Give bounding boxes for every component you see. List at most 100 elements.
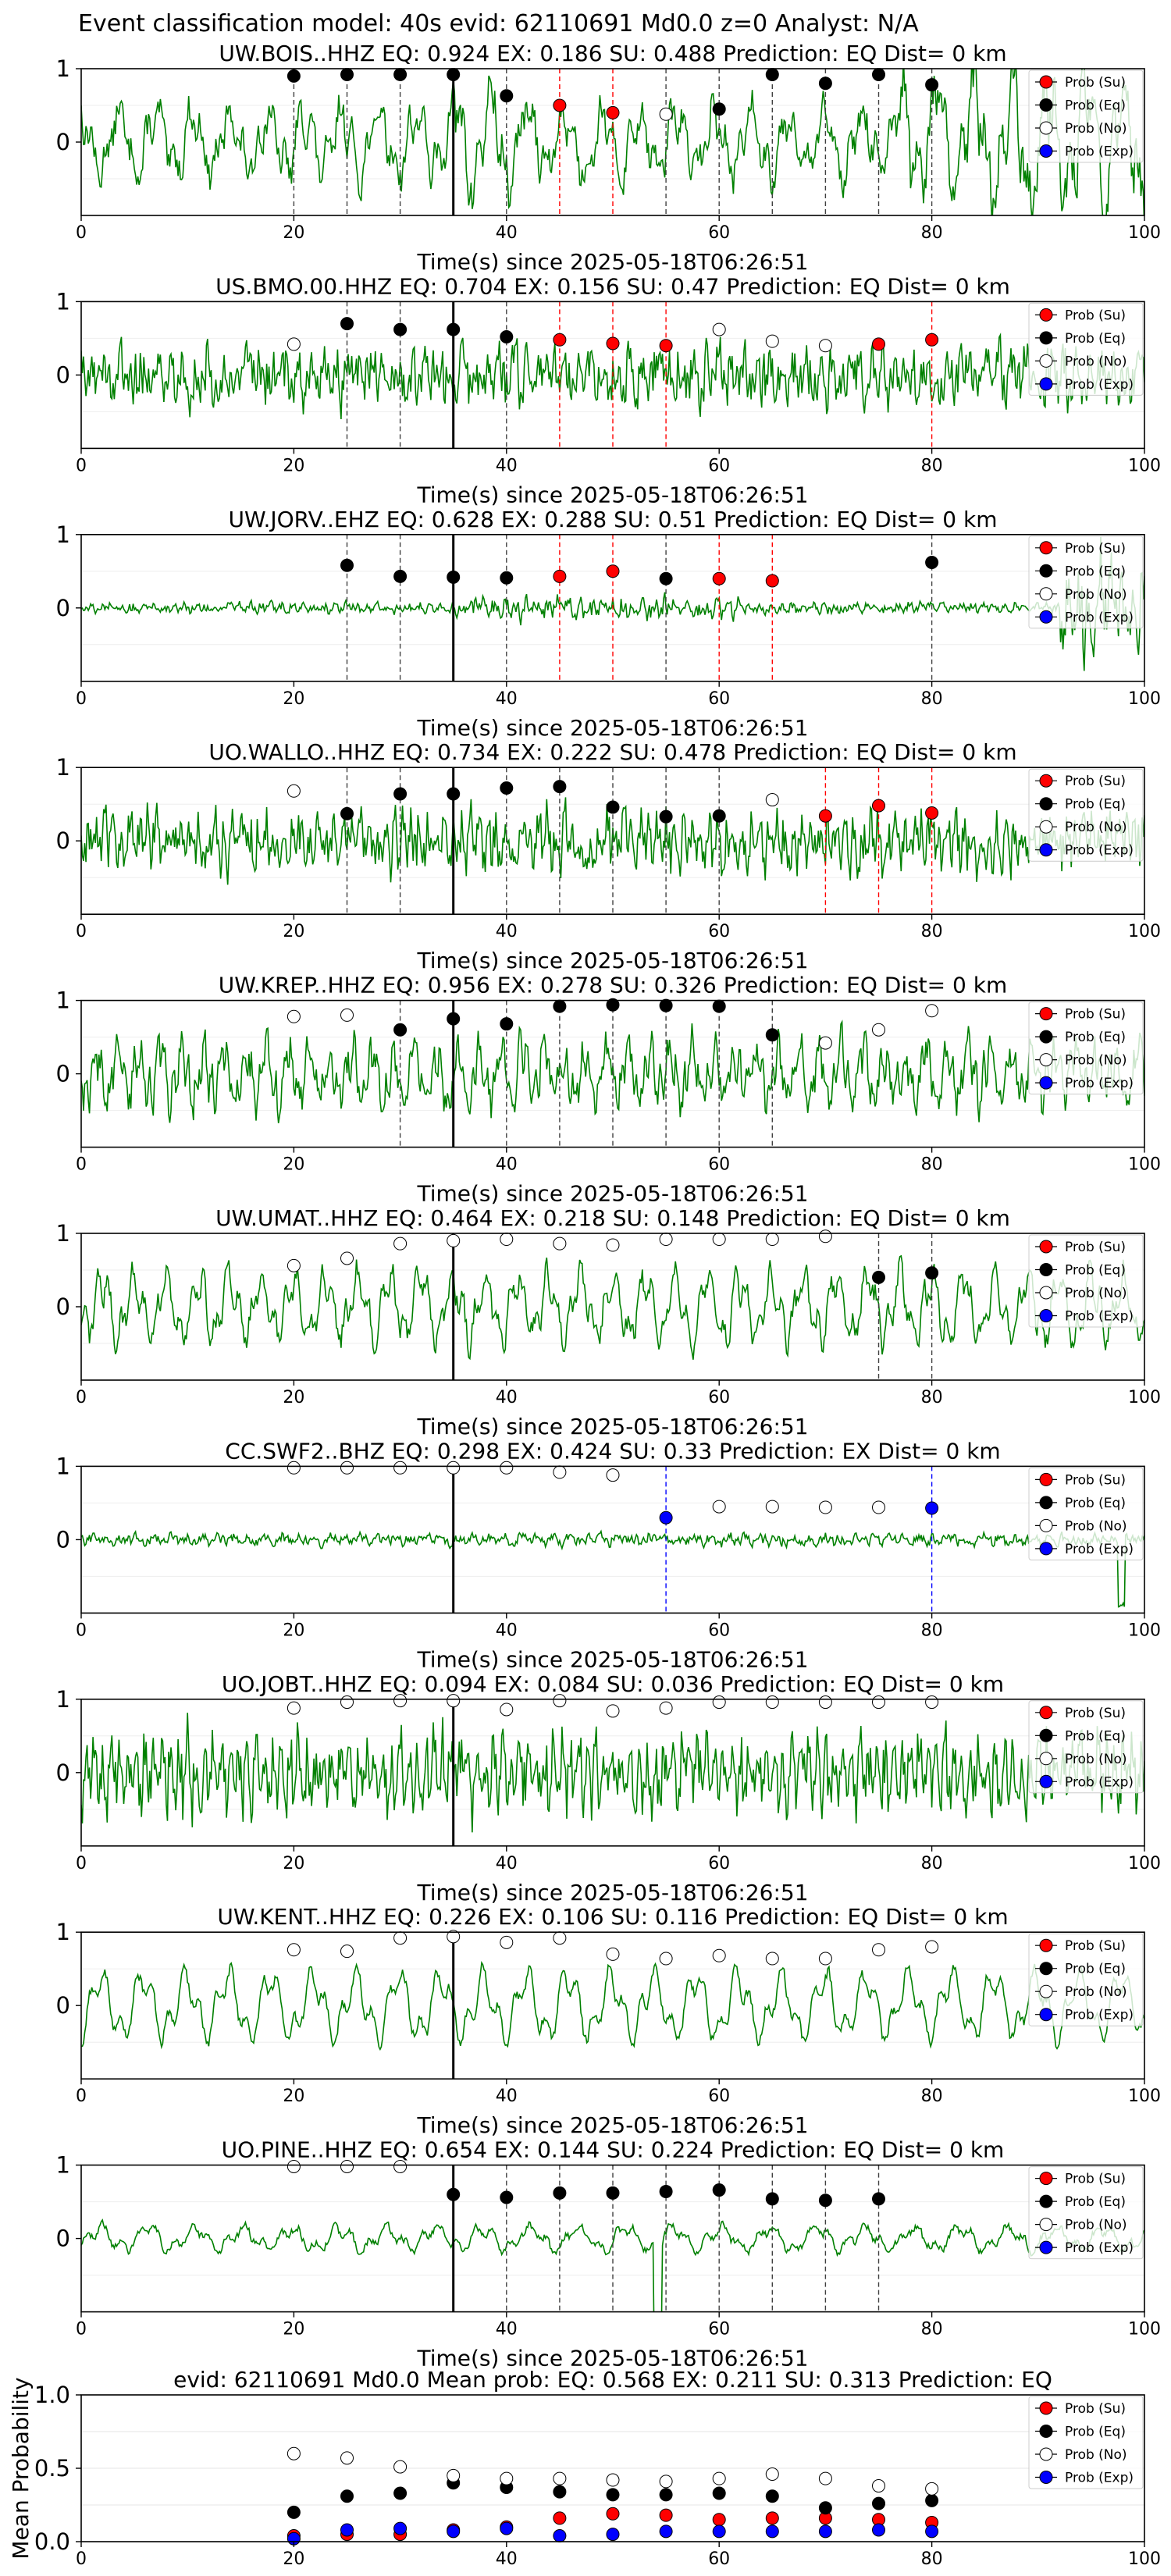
legend-marker [1039,2172,1053,2186]
x-tick-label: 80 [921,689,943,709]
legend-marker [1039,2425,1053,2438]
x-tick-label: 0 [76,689,87,709]
legend-item: Prob (No) [1035,121,1127,137]
prob-marker-no [712,322,726,336]
prob-marker-no [340,1461,354,1475]
prob-marker-eq [659,809,673,824]
legend-frame [1028,2396,1144,2489]
plot-area [81,1699,1144,1846]
prob-marker-no [500,1935,514,1949]
legend-item: Prob (Su) [1035,1007,1126,1023]
prob-marker-eq [818,76,832,91]
prob-marker-su [606,105,620,119]
x-tick-label: 40 [496,1388,518,1407]
y-tick-label: 0 [56,1061,70,1087]
prob-marker-no [818,1500,832,1514]
plot-area [81,1466,1144,1614]
legend-item: Prob (Eq) [1035,1962,1126,1977]
mean-marker-no [553,2471,567,2485]
x-axis-label: Time(s) since 2025-05-18T06:26:51 [416,1414,808,1439]
legend-marker [1039,308,1053,322]
legend-item: Prob (Su) [1035,1240,1126,1255]
y-tick-label: 0 [56,2226,70,2252]
legend-item: Prob (Su) [1035,2172,1126,2187]
x-axis-label: Time(s) since 2025-05-18T06:26:51 [416,2346,808,2371]
x-tick-label: 60 [708,2087,730,2106]
x-tick-label: 0 [76,456,87,475]
legend-frame [1028,768,1144,862]
legend-frame [1028,2166,1144,2260]
x-tick-label: 80 [921,922,943,941]
prob-marker-eq [340,317,354,331]
legend-label: Prob (Eq) [1065,564,1126,579]
mean-marker-eq [553,2485,567,2499]
panel-title: UO.JOBT..HHZ EQ: 0.094 EX: 0.084 SU: 0.0… [222,1671,1004,1697]
legend-label: Prob (Exp) [1065,2240,1134,2256]
x-tick-label: 80 [921,1854,943,1873]
legend-marker [1039,774,1053,788]
prob-marker-su [925,806,939,820]
legend-marker [1039,75,1053,89]
x-tick-label: 60 [708,1388,730,1407]
legend-marker [1039,98,1053,112]
y-tick-label: 1.0 [34,2382,70,2408]
y-tick-label: 0 [56,595,70,621]
x-tick-label: 20 [283,1854,304,1873]
x-tick-label: 20 [283,2549,304,2569]
prob-marker-eq [340,806,354,820]
y-tick-label: 0 [56,1526,70,1553]
prob-marker-no [872,1943,885,1957]
waveform-trace [81,69,1144,215]
legend-item: Prob (Exp) [1035,2008,1134,2023]
legend-marker [1039,1962,1053,1976]
legend-label: Prob (Eq) [1065,797,1126,813]
legend-marker [1039,1240,1053,1254]
prob-marker-eq [765,2192,779,2206]
prob-marker-eq [553,999,567,1013]
legend-label: Prob (Eq) [1065,2425,1126,2440]
prob-marker-eq [340,68,354,82]
panel-6: UW.UMAT..HHZ EQ: 0.464 EX: 0.218 SU: 0.1… [56,1205,1161,1439]
prob-marker-no [925,1695,939,1710]
legend-item: Prob (Eq) [1035,331,1126,347]
legend-label: Prob (Su) [1065,2401,1126,2417]
prob-marker-eq [606,800,620,814]
prob-marker-eq [447,2187,461,2201]
prob-marker-no [553,1694,567,1708]
legend-item: Prob (Eq) [1035,564,1126,579]
x-tick-label: 40 [496,2549,518,2569]
x-tick-label: 80 [921,2549,943,2569]
legend: Prob (Su) Prob (Eq) Prob (No) Prob (Exp) [1028,2166,1144,2260]
legend: Prob (Su) Prob (Eq) Prob (No) Prob (Exp) [1028,1467,1144,1560]
prob-marker-no [500,1233,514,1247]
x-tick-label: 60 [708,2320,730,2339]
x-tick-label: 60 [708,1155,730,1175]
legend-marker [1039,2447,1053,2461]
mean-marker-eq [393,2486,408,2500]
x-tick-label: 100 [1128,689,1161,709]
prob-marker-su [765,574,779,588]
prob-marker-eq [659,571,673,585]
legend-label: Prob (Su) [1065,308,1126,323]
mean-marker-eq [872,2496,885,2510]
mean-marker-no [712,2471,726,2485]
prob-marker-eq [553,2186,567,2200]
x-tick-label: 0 [76,922,87,941]
legend-label: Prob (Su) [1065,1938,1126,1954]
legend-item: Prob (Su) [1035,1938,1126,1954]
prob-marker-no [872,1695,885,1710]
legend-label: Prob (Exp) [1065,1774,1134,1790]
legend-marker [1039,121,1053,135]
mean-marker-exp [606,2528,620,2542]
legend-label: Prob (No) [1065,354,1127,369]
legend-item: Prob (Eq) [1035,1030,1126,1045]
mean-marker-su [765,2511,779,2525]
prob-marker-eq [393,68,408,82]
legend-item: Prob (Su) [1035,774,1126,789]
mean-marker-exp [447,2524,461,2539]
prob-marker-no [765,334,779,348]
prob-marker-no [340,1695,354,1710]
panel-title: UW.UMAT..HHZ EQ: 0.464 EX: 0.218 SU: 0.1… [215,1205,1010,1231]
x-tick-label: 0 [76,2320,87,2339]
x-tick-label: 0 [76,2549,87,2569]
